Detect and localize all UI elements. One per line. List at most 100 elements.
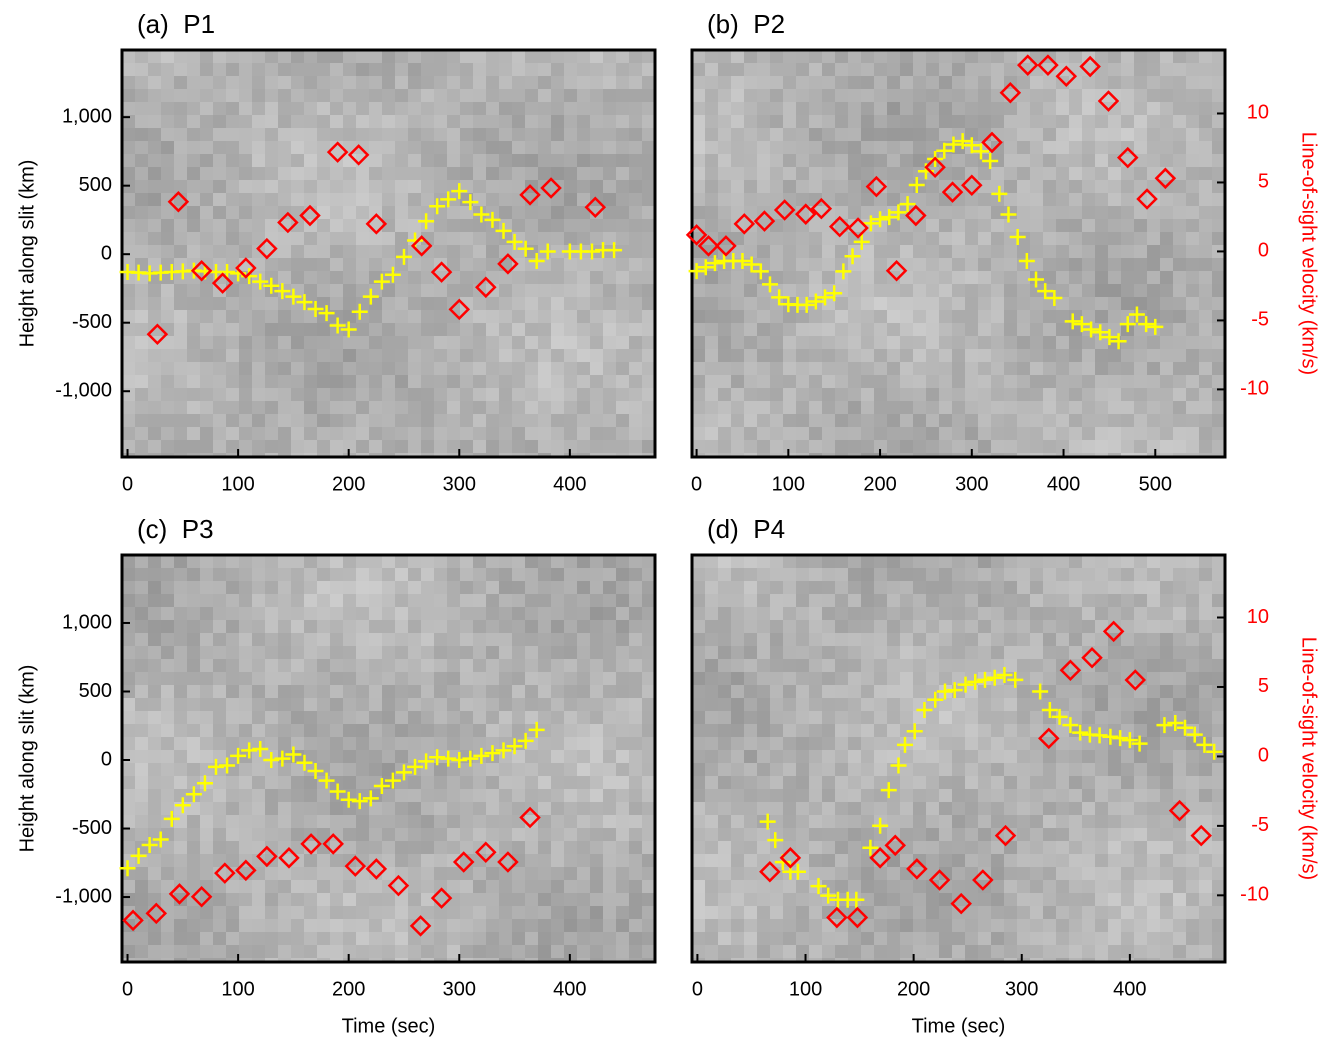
background-cell bbox=[161, 945, 174, 958]
background-cell bbox=[421, 750, 434, 763]
background-cell bbox=[161, 620, 174, 633]
background-cell bbox=[330, 802, 343, 815]
background-cell bbox=[939, 440, 952, 453]
background-cell bbox=[887, 63, 900, 76]
background-cell bbox=[1199, 258, 1212, 271]
background-cell bbox=[317, 167, 330, 180]
background-cell bbox=[512, 919, 525, 932]
background-cell bbox=[744, 776, 757, 789]
background-cell bbox=[564, 750, 577, 763]
background-cell bbox=[757, 180, 770, 193]
background-cell bbox=[330, 245, 343, 258]
background-cell bbox=[1199, 141, 1212, 154]
background-cell bbox=[822, 698, 835, 711]
background-cell bbox=[1212, 63, 1225, 76]
background-cell bbox=[317, 633, 330, 646]
background-cell bbox=[512, 453, 525, 457]
background-cell bbox=[1121, 763, 1134, 776]
background-cell bbox=[926, 453, 939, 457]
background-cell bbox=[473, 945, 486, 958]
background-cell bbox=[317, 349, 330, 362]
background-cell bbox=[616, 388, 629, 401]
background-cell bbox=[434, 841, 447, 854]
background-cell bbox=[369, 232, 382, 245]
background-cell bbox=[1160, 232, 1173, 245]
background-cell bbox=[317, 620, 330, 633]
background-cell bbox=[291, 362, 304, 375]
background-cell bbox=[783, 659, 796, 672]
background-cell bbox=[161, 297, 174, 310]
background-cell bbox=[200, 685, 213, 698]
background-cell bbox=[187, 167, 200, 180]
background-cell bbox=[848, 284, 861, 297]
background-cell bbox=[135, 167, 148, 180]
background-cell bbox=[705, 659, 718, 672]
background-cell bbox=[499, 401, 512, 414]
background-cell bbox=[718, 724, 731, 737]
background-cell bbox=[603, 141, 616, 154]
background-cell bbox=[887, 128, 900, 141]
background-cell bbox=[291, 414, 304, 427]
background-cell bbox=[408, 245, 421, 258]
background-cell bbox=[304, 102, 317, 115]
background-cell bbox=[796, 453, 809, 457]
background-cell bbox=[226, 893, 239, 906]
background-cell bbox=[421, 802, 434, 815]
background-cell bbox=[395, 763, 408, 776]
background-cell bbox=[122, 724, 135, 737]
y-axis-label: Height along slit (km) bbox=[16, 665, 38, 853]
background-cell bbox=[1134, 375, 1147, 388]
background-cell bbox=[926, 414, 939, 427]
background-cell bbox=[499, 841, 512, 854]
background-cell bbox=[1095, 375, 1108, 388]
background-cell bbox=[952, 206, 965, 219]
background-cell bbox=[1069, 427, 1082, 440]
background-cell bbox=[395, 581, 408, 594]
background-cell bbox=[848, 349, 861, 362]
background-cell bbox=[629, 115, 642, 128]
background-cell bbox=[1121, 594, 1134, 607]
background-cell bbox=[1017, 646, 1030, 659]
background-cell bbox=[1199, 219, 1212, 232]
background-cell bbox=[642, 711, 655, 724]
background-cell bbox=[330, 620, 343, 633]
y-tick-label: 1,000 bbox=[62, 611, 112, 633]
background-cell bbox=[265, 828, 278, 841]
background-cell bbox=[809, 633, 822, 646]
background-cell bbox=[525, 750, 538, 763]
velocity-marker bbox=[190, 885, 213, 908]
background-cell bbox=[1147, 414, 1160, 427]
background-cell bbox=[330, 388, 343, 401]
background-cell bbox=[538, 958, 551, 962]
background-cell bbox=[551, 102, 564, 115]
background-cell bbox=[187, 427, 200, 440]
background-cell bbox=[1095, 50, 1108, 63]
background-cell bbox=[900, 427, 913, 440]
background-cell bbox=[1069, 167, 1082, 180]
background-cell bbox=[317, 50, 330, 63]
background-cell bbox=[213, 310, 226, 323]
background-cell bbox=[265, 802, 278, 815]
background-cell bbox=[1186, 310, 1199, 323]
background-cell bbox=[161, 737, 174, 750]
background-cell bbox=[369, 89, 382, 102]
background-cell bbox=[590, 284, 603, 297]
background-cell bbox=[603, 297, 616, 310]
background-cell bbox=[590, 310, 603, 323]
background-cell bbox=[122, 672, 135, 685]
background-cell bbox=[1017, 167, 1030, 180]
background-cell bbox=[926, 193, 939, 206]
background-cell bbox=[629, 841, 642, 854]
background-cell bbox=[187, 310, 200, 323]
background-cell bbox=[187, 828, 200, 841]
velocity-marker bbox=[235, 859, 257, 882]
height-marker bbox=[1037, 283, 1054, 300]
background-cell bbox=[965, 63, 978, 76]
height-marker bbox=[807, 293, 824, 310]
background-cell bbox=[718, 336, 731, 349]
background-cell bbox=[629, 828, 642, 841]
background-cell bbox=[926, 284, 939, 297]
background-cell bbox=[913, 737, 926, 750]
background-cell bbox=[1082, 555, 1095, 568]
background-cell bbox=[239, 115, 252, 128]
